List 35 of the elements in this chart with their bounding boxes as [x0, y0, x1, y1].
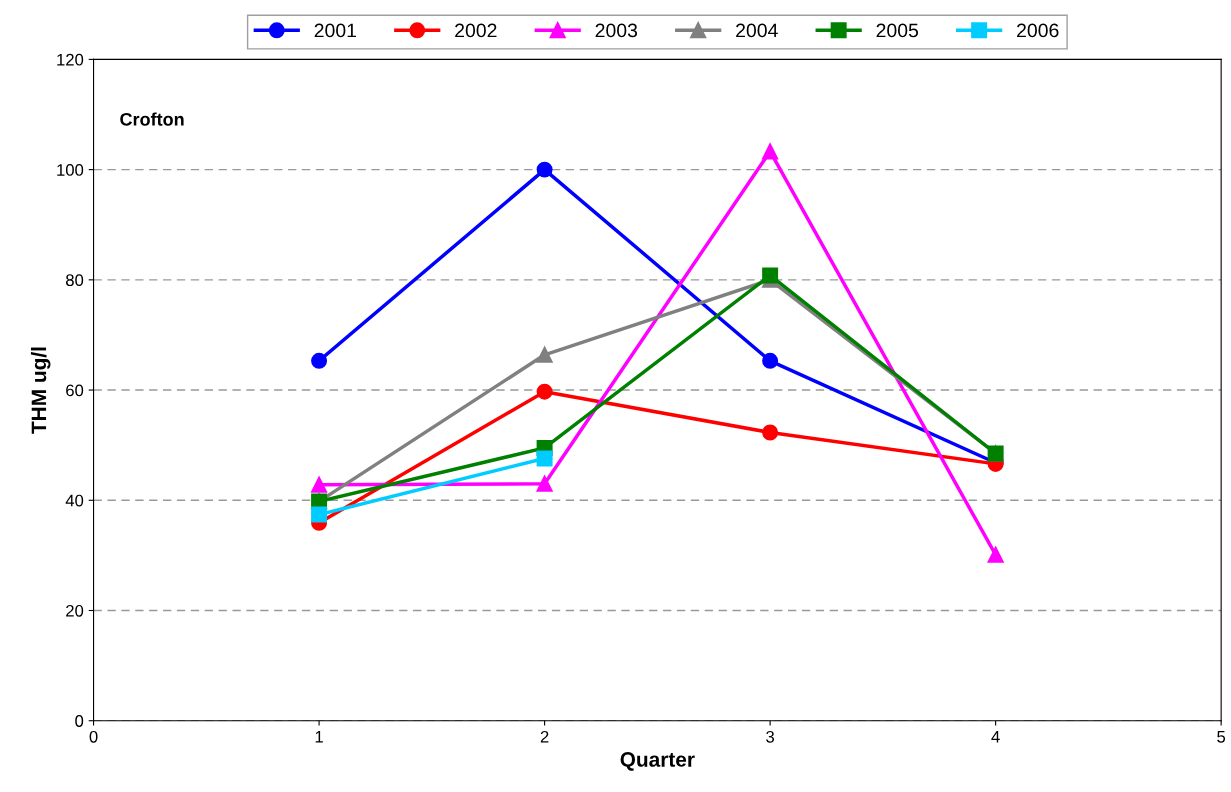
y-axis-title: THM ug/l: [30, 347, 51, 434]
y-tick-label: 80: [66, 274, 84, 287]
point: [536, 346, 553, 363]
point: [311, 352, 328, 369]
point: [762, 424, 779, 441]
y-tick-label: 20: [66, 604, 84, 617]
legend-label: 2003: [595, 23, 638, 38]
legend-label: 2001: [314, 23, 357, 38]
point: [536, 161, 553, 178]
point: [987, 546, 1004, 563]
point: [536, 450, 553, 467]
point: [311, 476, 328, 493]
y-tick-label: 60: [66, 384, 84, 397]
x-tick-label: 4: [991, 731, 1000, 743]
x-tick-label: 2: [540, 730, 549, 743]
point: [311, 506, 328, 523]
x-tick-label: 1: [315, 731, 323, 743]
point: [762, 352, 779, 369]
y-tick-label: 0: [75, 715, 84, 727]
annotation: Crofton: [120, 112, 184, 126]
y-tick-label: 120: [57, 53, 84, 66]
x-axis-title: Quarter: [620, 752, 695, 771]
point: [536, 383, 553, 400]
point: [536, 475, 553, 492]
legend-label: 2005: [876, 23, 919, 38]
x-tick-label: 0: [89, 730, 98, 743]
x-tick-label: 3: [766, 730, 775, 743]
legend-label: 2002: [455, 23, 497, 38]
y-tick-label: 40: [65, 494, 84, 507]
point: [762, 143, 779, 160]
legend-label: 2004: [736, 23, 778, 38]
point: [762, 267, 779, 284]
legend-label: 2006: [1017, 23, 1059, 38]
x-tick-label: 5: [1217, 731, 1226, 743]
y-tick-label: 100: [57, 164, 84, 176]
